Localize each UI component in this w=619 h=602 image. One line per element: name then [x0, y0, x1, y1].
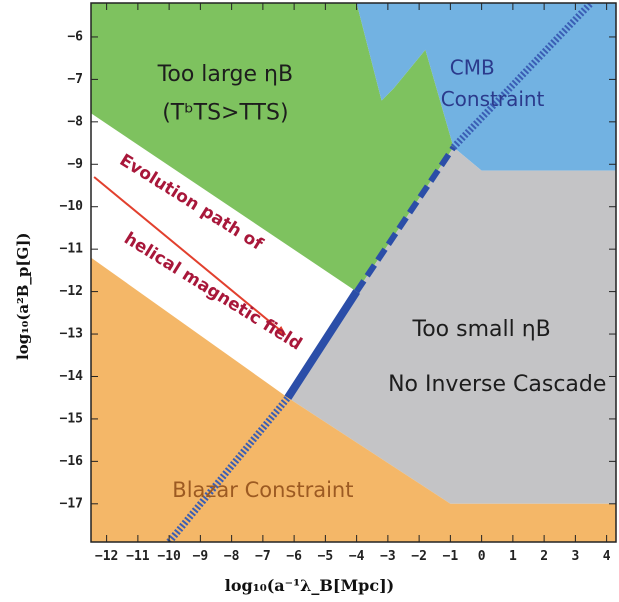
y-tick-label: −15 — [60, 411, 83, 426]
boundary-line-3 — [450, 3, 594, 150]
y-tick-label: −9 — [67, 157, 83, 172]
x-tick-label: −2 — [411, 549, 427, 564]
region-0 — [91, 3, 454, 292]
x-tick-label: −6 — [286, 549, 302, 564]
x-tick-label: −11 — [126, 549, 150, 564]
annotation-2: CMB — [450, 55, 495, 79]
annotation-3: Constraint — [441, 87, 545, 111]
region-2 — [287, 147, 616, 504]
x-tick-label: 1 — [509, 549, 517, 564]
x-tick-label: −5 — [318, 549, 334, 564]
x-tick-label: 0 — [478, 549, 486, 564]
plot-lines — [93, 3, 594, 542]
x-tick-label: 3 — [571, 549, 579, 564]
y-tick-label: −7 — [67, 72, 83, 87]
y-tick-label: −10 — [60, 199, 84, 214]
y-tick-label: −6 — [67, 29, 83, 44]
y-axis-label-wrap: log₁₀(a²B_p[G]) — [4, 233, 32, 361]
x-tick-label: −7 — [255, 549, 271, 564]
y-axis-label: log₁₀(a²B_p[G]) — [14, 232, 32, 361]
x-tick-label: −9 — [193, 549, 209, 564]
x-tick-label: −12 — [95, 549, 118, 564]
y-tick-label: −16 — [60, 454, 84, 469]
x-tick-label: −1 — [443, 549, 459, 564]
annotation-8: Blazar Constraint — [172, 478, 353, 502]
y-tick-label: −17 — [60, 496, 83, 511]
boundary-line-1 — [284, 289, 360, 400]
y-tick-label: −14 — [60, 369, 84, 384]
y-axis-ticks: −6 −7 −8 −9 −10 −11 −12 −13 −14 −15 −16 −17 — [60, 29, 616, 511]
x-axis-ticks: −12 −11 −10 −9 −8 −7 −6 −5 −4 −3 −2 −1 0 1 2 3 4 — [95, 3, 611, 564]
x-tick-label: 2 — [540, 549, 548, 564]
annotation-7: No Inverse Cascade — [388, 372, 606, 397]
x-tick-label: 4 — [603, 549, 611, 564]
boundary-line-0 — [166, 395, 291, 542]
x-tick-label: −3 — [380, 549, 396, 564]
annotation-1: (TᵇTS>TTS) — [162, 100, 288, 125]
annotation-6: Too small ηB — [412, 317, 551, 342]
x-axis-label: log₁₀(a⁻¹λ_B[Mpc]) — [224, 576, 395, 595]
y-tick-label: −8 — [67, 114, 83, 129]
plot-frame — [90, 2, 617, 543]
x-tick-label: −10 — [157, 549, 181, 564]
y-tick-label: −13 — [60, 327, 83, 342]
region-3 — [91, 257, 616, 542]
x-tick-label: −8 — [224, 549, 240, 564]
y-tick-label: −11 — [60, 242, 84, 257]
boundary-line-2 — [354, 145, 456, 294]
evolution-arrow — [93, 176, 287, 336]
y-tick-label: −12 — [60, 284, 83, 299]
x-tick-label: −4 — [349, 549, 365, 564]
annotation-0: Too large ηB — [157, 62, 293, 87]
